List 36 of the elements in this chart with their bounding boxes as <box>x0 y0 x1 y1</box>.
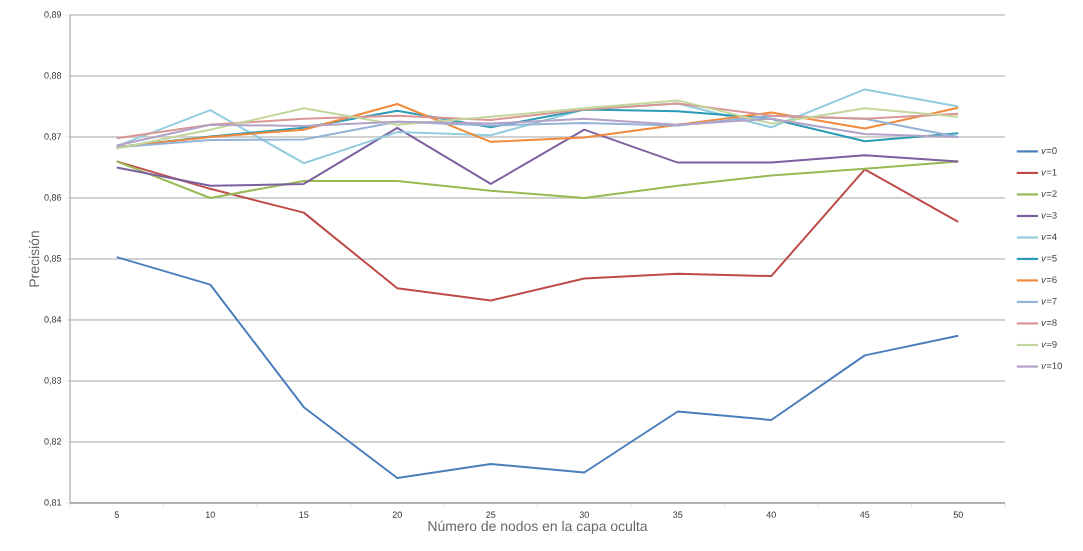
y-tick-label: 0,85 <box>44 255 62 263</box>
legend-label: v=3 <box>1041 211 1057 219</box>
y-tick-label: 0,89 <box>44 11 62 19</box>
y-tick-label: 0,87 <box>44 133 62 141</box>
x-tick-label: 15 <box>299 511 309 518</box>
legend-label: v=0 <box>1041 147 1057 155</box>
legend-label: v=4 <box>1041 233 1057 240</box>
legend-label: v=1 <box>1041 168 1057 176</box>
legend-label: v=8 <box>1041 319 1057 327</box>
line-series <box>115 126 960 187</box>
line-series <box>115 102 960 140</box>
y-axis-title: Precisión <box>28 231 40 287</box>
legend-label: v=6 <box>1041 276 1057 284</box>
y-tick-label: 0,82 <box>44 438 62 446</box>
x-axis-title: Número de nodos en la capa oculta <box>428 520 648 534</box>
x-tick-label: 45 <box>859 511 870 518</box>
legend-label: v=7 <box>1041 297 1057 305</box>
x-tick-label: 35 <box>673 511 683 518</box>
y-tick-label: 0,84 <box>44 316 62 324</box>
x-tick-label: 50 <box>953 511 963 518</box>
y-tick-label: 0,86 <box>44 194 62 202</box>
line-series <box>115 160 960 199</box>
legend-label: v=9 <box>1041 340 1057 348</box>
x-tick-label: 30 <box>579 511 589 518</box>
x-tick-label: 5 <box>114 511 119 518</box>
legend-label: v=5 <box>1041 254 1057 262</box>
y-tick-label: 0,81 <box>44 499 62 507</box>
x-tick-label: 20 <box>392 511 402 518</box>
legend-label: v=2 <box>1041 190 1057 197</box>
y-tick-label: 0,83 <box>44 377 62 385</box>
legend-label: v=10 <box>1041 362 1062 370</box>
x-tick-label: 25 <box>486 511 496 518</box>
x-tick-label: 10 <box>205 511 215 518</box>
line-series <box>115 256 960 479</box>
x-tick-label: 40 <box>766 511 776 518</box>
y-tick-label: 0,88 <box>44 72 62 80</box>
